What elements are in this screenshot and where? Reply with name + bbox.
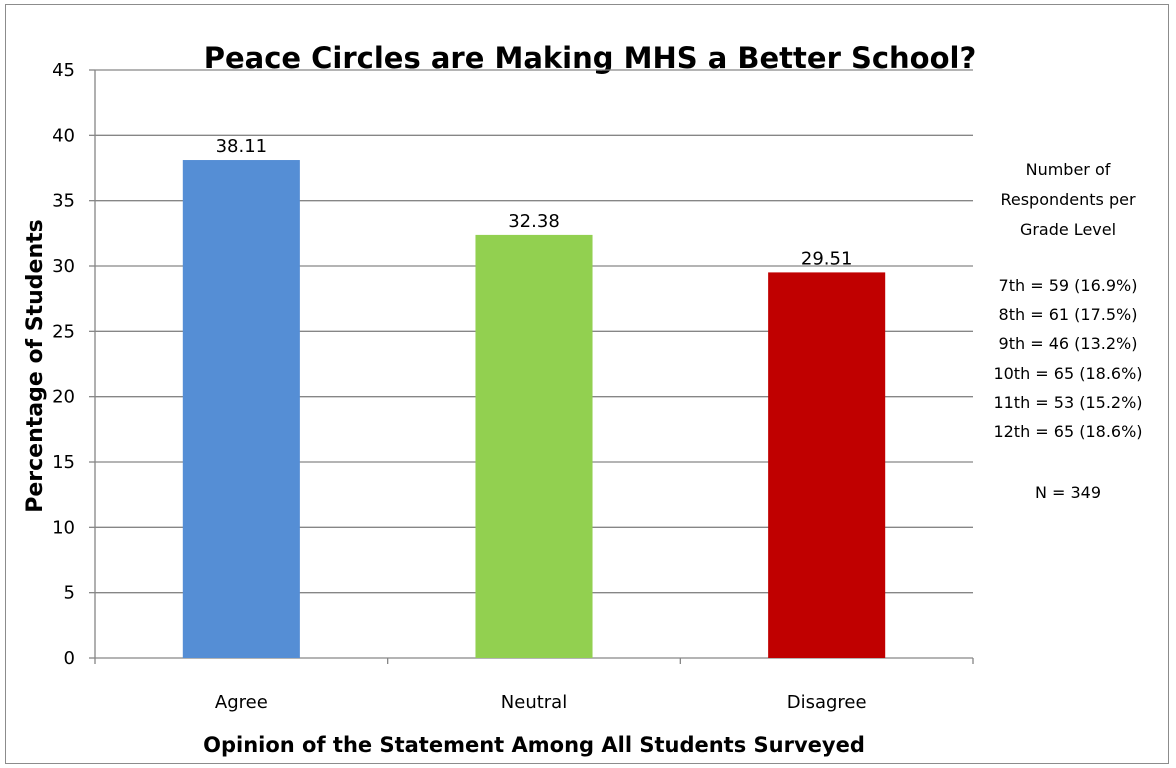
bar-neutral (475, 234, 593, 658)
data-label-neutral: 32.38 (508, 211, 560, 232)
y-tick-label: 20 (52, 387, 75, 408)
x-tick-label-agree: Agree (215, 692, 268, 713)
respondents-heading-line-3: Grade Level (1019, 220, 1117, 239)
y-tick-label: 15 (52, 452, 75, 473)
grade-count-10th: 10th = 65 (18.6%) (993, 364, 1143, 383)
y-tick-label: 35 (52, 191, 75, 212)
grade-count-12th: 12th = 65 (18.6%) (993, 422, 1143, 441)
x-axis-tick-labels: Agree Neutral Disagree (215, 692, 867, 713)
respondents-heading-line-1: Number of (1025, 160, 1111, 179)
y-tick-label: 30 (52, 256, 75, 277)
x-tick-label-disagree: Disagree (787, 692, 867, 713)
bar-agree (182, 160, 300, 658)
respondents-heading-line-2: Respondents per (1000, 190, 1136, 209)
y-axis-tick-labels: 0 5 10 15 20 25 30 35 40 45 (52, 60, 75, 669)
y-tick-label: 0 (64, 648, 75, 669)
grade-count-8th: 8th = 61 (17.5%) (998, 305, 1138, 324)
y-tick-label: 25 (52, 321, 75, 342)
grade-count-7th: 7th = 59 (16.9%) (998, 276, 1138, 295)
grade-count-11th: 11th = 53 (15.2%) (993, 393, 1143, 412)
y-axis-title: Percentage of Students (23, 219, 48, 513)
total-respondents: N = 349 (1034, 483, 1102, 502)
y-tick-label: 10 (52, 517, 75, 538)
data-label-disagree: 29.51 (801, 248, 853, 269)
data-labels: 38.11 32.38 29.51 (216, 136, 853, 269)
data-label-agree: 38.11 (216, 136, 268, 157)
x-axis-title: Opinion of the Statement Among All Stude… (203, 733, 865, 757)
bar-disagree (768, 272, 886, 658)
grade-count-9th: 9th = 46 (13.2%) (998, 334, 1138, 353)
bars (182, 160, 886, 658)
y-tick-label: 45 (52, 60, 75, 81)
chart-title: Peace Circles are Making MHS a Better Sc… (204, 41, 977, 75)
y-tick-label: 40 (52, 125, 75, 146)
x-tick-label-neutral: Neutral (501, 692, 567, 713)
y-tick-label: 5 (64, 583, 75, 604)
